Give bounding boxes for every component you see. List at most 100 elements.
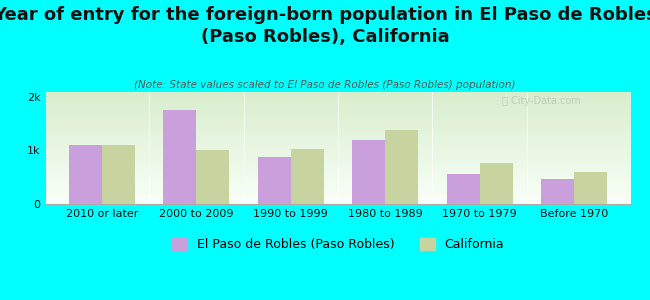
Bar [46, 147, 630, 148]
Bar [46, 143, 630, 144]
Bar [46, 125, 630, 126]
Bar [447, 174, 480, 204]
Bar [46, 185, 630, 186]
Bar [46, 178, 630, 179]
Bar [46, 133, 630, 134]
Bar [46, 119, 630, 120]
Bar [46, 202, 630, 203]
Bar [46, 172, 630, 173]
Bar [46, 101, 630, 102]
Bar [46, 134, 630, 135]
Bar [46, 106, 630, 107]
Bar [385, 130, 418, 204]
Bar [46, 112, 630, 113]
Bar [46, 173, 630, 174]
Bar [46, 141, 630, 142]
Bar [46, 93, 630, 94]
Bar [46, 193, 630, 194]
Bar [46, 194, 630, 195]
Bar [574, 172, 607, 204]
Bar [46, 107, 630, 108]
Bar [46, 174, 630, 175]
Bar [46, 168, 630, 169]
Bar [46, 94, 630, 95]
Bar [46, 121, 630, 122]
Bar [46, 192, 630, 193]
Bar [46, 117, 630, 118]
Bar [258, 157, 291, 204]
Bar [46, 197, 630, 198]
Bar [46, 113, 630, 114]
Bar [46, 179, 630, 180]
Bar [46, 163, 630, 164]
Bar [291, 149, 324, 204]
Bar [46, 153, 630, 154]
Bar [46, 191, 630, 192]
Bar [46, 145, 630, 146]
Bar [46, 97, 630, 98]
Bar [46, 158, 630, 159]
Bar [46, 167, 630, 168]
Bar [46, 118, 630, 119]
Bar [46, 196, 630, 197]
Bar [46, 184, 630, 185]
Bar [46, 124, 630, 125]
Bar [46, 140, 630, 141]
Bar [46, 146, 630, 147]
Bar [46, 132, 630, 133]
Bar [46, 98, 630, 99]
Bar [46, 189, 630, 190]
Bar [69, 145, 102, 204]
Bar [46, 142, 630, 143]
Bar [46, 114, 630, 115]
Bar [46, 200, 630, 201]
Bar [46, 108, 630, 109]
Bar [46, 128, 630, 129]
Text: ⓘ City-Data.com: ⓘ City-Data.com [502, 96, 580, 106]
Bar [46, 182, 630, 183]
Bar [46, 152, 630, 153]
Bar [46, 169, 630, 170]
Bar [46, 159, 630, 160]
Bar [46, 171, 630, 172]
Bar [46, 127, 630, 128]
Bar [46, 138, 630, 139]
Bar [46, 144, 630, 145]
Bar [46, 198, 630, 199]
Bar [46, 165, 630, 166]
Bar [46, 122, 630, 123]
Bar [46, 166, 630, 167]
Bar [46, 161, 630, 162]
Bar [46, 190, 630, 191]
Bar [102, 145, 135, 204]
Bar [46, 151, 630, 152]
Bar [46, 96, 630, 97]
Bar [46, 131, 630, 132]
Bar [46, 164, 630, 165]
Text: (Note: State values scaled to El Paso de Robles (Paso Robles) population): (Note: State values scaled to El Paso de… [135, 80, 515, 89]
Bar [352, 140, 385, 204]
Bar [46, 195, 630, 196]
Bar [46, 199, 630, 200]
Bar [46, 181, 630, 182]
Legend: El Paso de Robles (Paso Robles), California: El Paso de Robles (Paso Robles), Califor… [167, 233, 509, 256]
Bar [46, 111, 630, 112]
Bar [46, 187, 630, 188]
Bar [46, 183, 630, 184]
Bar [46, 102, 630, 103]
Bar [46, 95, 630, 96]
Bar [46, 149, 630, 150]
Bar [46, 139, 630, 140]
Bar [46, 130, 630, 131]
Bar [46, 148, 630, 149]
Text: Year of entry for the foreign-born population in El Paso de Robles
(Paso Robles): Year of entry for the foreign-born popul… [0, 6, 650, 46]
Bar [46, 170, 630, 171]
Bar [46, 92, 630, 93]
Bar [541, 179, 574, 204]
Bar [46, 120, 630, 121]
Bar [46, 157, 630, 158]
Bar [46, 99, 630, 100]
Bar [46, 162, 630, 163]
Bar [46, 137, 630, 138]
Bar [46, 196, 630, 197]
